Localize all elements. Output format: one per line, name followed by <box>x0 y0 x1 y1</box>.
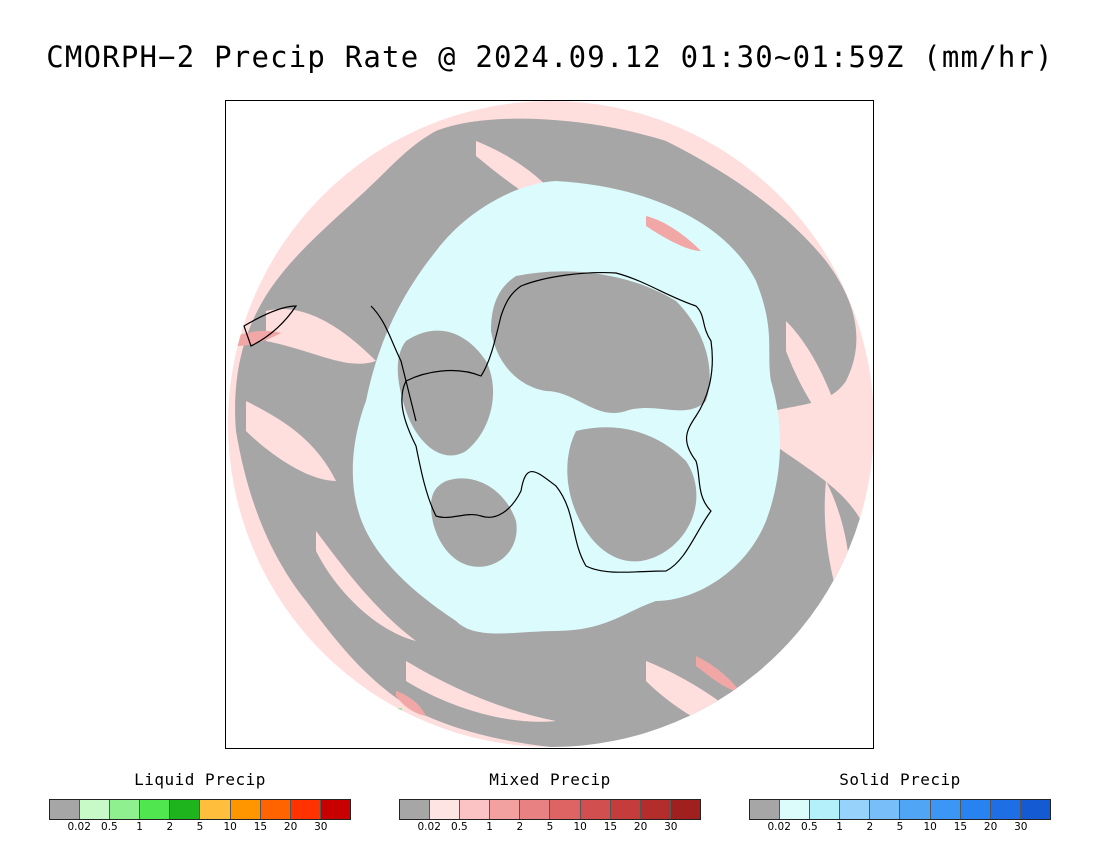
legend-tick-label: 1 <box>486 821 493 833</box>
legend-swatch <box>670 800 700 819</box>
legend-colorbar <box>749 799 1051 820</box>
legend-swatch <box>960 800 991 819</box>
legend-tick-label: 15 <box>603 821 618 833</box>
legend-swatch <box>460 800 491 819</box>
legend-tick-label: 30 <box>314 821 328 833</box>
legend-swatch <box>640 800 671 819</box>
legend-tick-label: 10 <box>223 821 237 833</box>
legend-tick-label: 5 <box>196 821 204 833</box>
legend-swatch <box>840 800 871 819</box>
legend-swatch <box>110 800 141 819</box>
legend-liquid: Liquid Precip 0.02 0.5 1 2 5 10 15 20 30 <box>49 770 351 835</box>
legend-swatch <box>430 800 461 819</box>
legend-tick-label: 2 <box>166 821 174 833</box>
legend-tick-label: 5 <box>546 821 554 833</box>
peninsula-coastline <box>370 305 417 422</box>
legend-swatch <box>930 800 961 819</box>
legend-swatch <box>230 800 261 819</box>
legend-swatch <box>870 800 901 819</box>
legend-swatch <box>490 800 521 819</box>
legend-swatch <box>990 800 1021 819</box>
map-title: CMORPH−2 Precip Rate @ 2024.09.12 01:30~… <box>46 40 1054 74</box>
legend-swatch <box>170 800 201 819</box>
legend-swatch <box>810 800 841 819</box>
legend-swatch <box>610 800 641 819</box>
legend-tick-label: 30 <box>664 821 678 833</box>
legend-swatch <box>400 800 431 819</box>
legend-tick-label: 0.02 <box>767 821 791 833</box>
legend-tick-label: 20 <box>633 821 648 833</box>
legend-tick-label: 30 <box>1014 821 1028 833</box>
legend-swatch <box>550 800 581 819</box>
legend-swatch <box>900 800 931 819</box>
map-frame <box>225 100 874 749</box>
legend-mixed: Mixed Precip 0.02 0.5 1 2 5 10 15 20 30 <box>399 770 701 835</box>
antarctica-coastline <box>401 272 713 573</box>
legend-swatch <box>140 800 171 819</box>
legend-tick-label: 20 <box>983 821 998 833</box>
legend-tick-label: 0.5 <box>451 821 468 833</box>
legend-tick-label: 0.02 <box>417 821 441 833</box>
legend-title: Mixed Precip <box>489 770 611 789</box>
legend-tick-label: 1 <box>836 821 843 833</box>
legend-title: Liquid Precip <box>134 770 266 789</box>
legend-colorbar <box>49 799 351 820</box>
legend-tick-label: 15 <box>953 821 968 833</box>
legend-tick-label: 10 <box>573 821 587 833</box>
legend-tick-label: 20 <box>283 821 298 833</box>
legend-ticks: 0.02 0.5 1 2 5 10 15 20 30 <box>49 821 351 835</box>
legend-colorbar <box>399 799 701 820</box>
legend-swatch <box>80 800 111 819</box>
legend-swatch <box>320 800 350 819</box>
coastlines <box>243 272 713 573</box>
legend-swatch <box>200 800 231 819</box>
legend-ticks: 0.02 0.5 1 2 5 10 15 20 30 <box>399 821 701 835</box>
polar-precip-map <box>228 101 873 747</box>
legend-tick-label: 0.02 <box>67 821 91 833</box>
continent-trace-patches <box>397 271 710 567</box>
legend-tick-label: 15 <box>253 821 268 833</box>
legend-tick-label: 2 <box>866 821 874 833</box>
legend-swatch <box>290 800 321 819</box>
legend-tick-label: 5 <box>896 821 904 833</box>
legend-solid: Solid Precip 0.02 0.5 1 2 5 10 15 20 30 <box>749 770 1051 835</box>
legend-tick-label: 2 <box>516 821 524 833</box>
legend-tick-label: 1 <box>136 821 143 833</box>
legend-title: Solid Precip <box>839 770 961 789</box>
legend-tick-label: 0.5 <box>101 821 118 833</box>
legend-swatch <box>780 800 811 819</box>
legend-ticks: 0.02 0.5 1 2 5 10 15 20 30 <box>749 821 1051 835</box>
south-america-coastline <box>243 305 298 347</box>
legend-swatch <box>260 800 291 819</box>
legend-tick-label: 10 <box>923 821 937 833</box>
legend-swatch <box>520 800 551 819</box>
legend-swatch <box>50 800 81 819</box>
legend-swatch <box>750 800 781 819</box>
legend-swatch <box>1020 800 1050 819</box>
legend-swatch <box>580 800 611 819</box>
legend-tick-label: 0.5 <box>801 821 818 833</box>
